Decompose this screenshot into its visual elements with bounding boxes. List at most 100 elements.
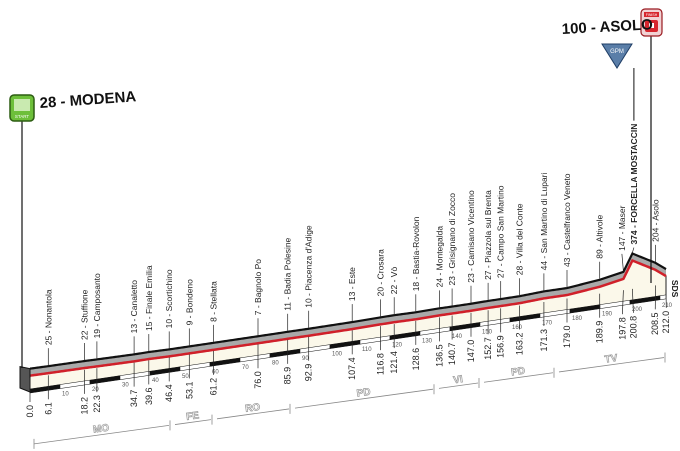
waypoint-label: 8 - Stellata	[209, 281, 219, 322]
km-label: 156.9	[496, 335, 506, 358]
waypoint-label: 22 - Vò	[389, 267, 399, 295]
km-label: 85.9	[283, 367, 293, 385]
km-label: 92.9	[304, 364, 314, 382]
waypoint-label: 7 - Bagnolo Po	[253, 259, 263, 316]
province-label: FE	[186, 410, 201, 423]
km-tick-label: 70	[242, 365, 249, 371]
km-label: 76.0	[253, 371, 263, 389]
km-tick-label: 160	[512, 325, 523, 331]
km-label: 208.5	[650, 312, 660, 335]
waypoint-label: 147 - Maser	[617, 205, 627, 251]
waypoint-label: 44 - San Martino di Lupari	[539, 172, 549, 270]
km-label: 200.8	[628, 316, 638, 339]
waypoint-label: 43 - Castelfranco Veneto	[562, 173, 572, 267]
km-tick-label: 140	[452, 334, 463, 340]
province-bracket	[438, 382, 479, 389]
waypoint-label: 89 - Altivole	[595, 215, 605, 259]
km-label: 136.5	[435, 344, 445, 367]
km-label: 34.7	[129, 390, 139, 408]
waypoint-label: 204 - Asolo	[651, 199, 661, 242]
province-bracket	[33, 424, 170, 445]
km-scale: 10 20 30 40 50 60 70 80 90 100 110 120 130 140 150 160 1…	[29, 294, 673, 398]
gpm-mountain-icon: GPM	[601, 43, 633, 69]
km-tick-label: 190	[602, 312, 613, 318]
waypoint-label: 27 - Campo San Martino	[496, 185, 506, 278]
waypoint-label: 13 - Canaletto	[129, 280, 139, 334]
km-tick-label: 40	[152, 378, 159, 384]
waypoint-label: 24 - Montegalda	[435, 226, 445, 288]
waypoint-label: 9 - Bondeno	[184, 279, 194, 326]
waypoint-label: 18 - Bastia-Rovolon	[411, 216, 421, 291]
km-label: 163.2	[515, 333, 525, 356]
waypoint-label: 10 - Scortichino	[164, 269, 174, 328]
province-brackets: MO FE RO PD VI PD TV	[33, 353, 666, 449]
province-bracket	[294, 388, 434, 409]
province-label: TV	[604, 353, 619, 366]
km-label: 116.8	[375, 353, 385, 375]
km-label: 147.0	[466, 340, 476, 363]
km-leader	[632, 288, 634, 313]
summit-label: 374 - FORCELLA MOSTACCIN	[629, 124, 639, 245]
waypoint-label: 15 - Finale Emilia	[144, 265, 154, 331]
km-tick-label: 120	[392, 343, 403, 349]
km-label: 128.6	[411, 348, 421, 371]
km-tick-label: 30	[122, 383, 129, 389]
waypoint-label: 22 - Stuffione	[80, 289, 90, 340]
km-labels: 0.0 6.1 18.2 22.3 34.7 39.6 46.4 53.1 61.2 76.0 85…	[25, 283, 671, 418]
province-label: RO	[244, 402, 261, 415]
waypoint-label: 23 - Camisano Vicentino	[466, 190, 476, 283]
waypoint-label: 25 - Nonantola	[43, 289, 53, 345]
profile-body	[19, 252, 667, 393]
km-label: 179.0	[562, 326, 572, 349]
km-label: 121.4	[389, 351, 399, 374]
km-label: 212.0	[661, 311, 671, 334]
waypoint-leader	[632, 247, 635, 253]
waypoint-labels: 25 - Nonantola 22 - Stuffione 19 - Camposa…	[43, 124, 661, 366]
waypoint-leader	[621, 253, 624, 271]
km-tick-label: 20	[92, 387, 99, 393]
km-label: 22.3	[92, 395, 102, 413]
waypoint-label: 11 - Badia Polesine	[283, 237, 293, 310]
waypoint-label: 28 - Villa del Conte	[515, 203, 525, 275]
km-tick-label: 130	[422, 338, 433, 344]
province-label: PD	[356, 387, 371, 400]
km-label: 152.7	[483, 337, 493, 360]
km-label: 46.4	[164, 384, 174, 402]
km-label: 18.2	[80, 397, 90, 415]
province-bracket	[483, 372, 554, 383]
start-icon-text: START	[15, 114, 30, 119]
km-tick-label: 210	[662, 303, 673, 309]
province-bracket	[558, 357, 665, 373]
province-label: VI	[453, 374, 464, 386]
km-tick-label: 60	[212, 369, 219, 375]
finish-icon-text: FINISH	[646, 13, 658, 17]
waypoint-label: 27 - Piazzola sul Brenta	[483, 190, 493, 280]
sds-label: SDS	[670, 280, 680, 298]
km-tick-label: 90	[302, 356, 309, 362]
km-label: 0.0	[25, 405, 35, 418]
km-tick-label: 150	[482, 329, 493, 335]
km-label: 197.8	[617, 317, 627, 340]
waypoint-label: 23 - Grisignano di Zocco	[447, 193, 457, 286]
km-leader	[622, 290, 624, 315]
waypoint-label: 20 - Crosara	[375, 249, 385, 297]
km-label: 53.1	[184, 381, 194, 399]
start-city-label: 28 - MODENA	[39, 88, 137, 112]
km-tick-label: 170	[542, 321, 553, 327]
km-tick-label: 100	[332, 352, 343, 358]
profile-outline	[29, 252, 667, 370]
km-label: 39.6	[144, 387, 154, 405]
waypoint-label: 10 - Piacenza d'Adige	[304, 225, 314, 308]
waypoint-label: 19 - Camposanto	[92, 273, 102, 338]
km-tick-label: 200	[632, 307, 643, 313]
km-tick-label: 80	[272, 360, 279, 366]
km-label: 189.9	[595, 321, 605, 344]
km-label: 6.1	[43, 402, 53, 415]
km-label: 107.4	[347, 357, 357, 380]
province-label: MO	[92, 423, 110, 436]
profile-surface	[30, 253, 666, 377]
km-label: 61.2	[209, 378, 219, 396]
province-bracket	[216, 408, 290, 420]
gpm-label: GPM	[610, 49, 624, 55]
